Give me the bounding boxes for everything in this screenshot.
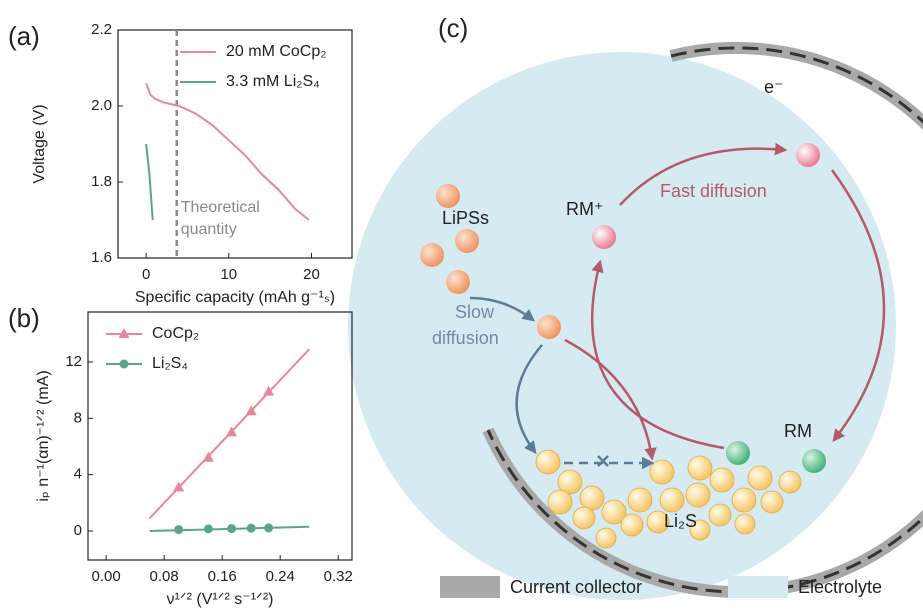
data-point — [202, 451, 214, 462]
x-tick-label: 0.24 — [266, 568, 295, 585]
y-tick-label: 1.6 — [91, 249, 112, 266]
legend-marker — [118, 328, 130, 338]
legend-label: CoCp₂ — [152, 325, 199, 342]
legend-label: 20 mM CoCp₂ — [226, 43, 326, 60]
arrows — [469, 142, 886, 470]
species — [420, 143, 826, 473]
data-point — [203, 524, 213, 534]
panel-label: (a) — [8, 21, 40, 51]
x-tick-label: 0 — [142, 266, 150, 283]
panel-label: (b) — [8, 303, 40, 333]
y-tick-label: 4 — [74, 466, 82, 483]
y-tick-label: 2.2 — [91, 21, 112, 38]
plot-frame — [87, 311, 353, 561]
y-tick-label: 12 — [65, 353, 82, 370]
lipss-label: LiPSs — [442, 208, 489, 228]
y-axis-label: Voltage (V) — [31, 104, 48, 183]
x-tick-label: 0.16 — [208, 568, 237, 585]
slow-diffusion-label: Slow — [455, 302, 495, 322]
x-tick-label: 0.08 — [150, 568, 179, 585]
x-axis-label: ν¹ᐟ² (V¹ᐟ² s⁻¹ᐟ²) — [167, 591, 274, 608]
data-point — [227, 524, 237, 534]
legend-swatch — [728, 576, 788, 598]
legend-marker — [119, 359, 129, 369]
reference-label: Theoretical — [181, 199, 260, 216]
diagram: (c) e⁻ RM⁺ Fast diffusion LiPSs Slow dif… — [348, 13, 923, 600]
electron-label: e⁻ — [764, 77, 784, 97]
series-line — [145, 82, 310, 221]
slow-diffusion-label: diffusion — [432, 328, 499, 348]
legend-label: Li₂S₄ — [152, 355, 188, 372]
x-tick-label: 20 — [303, 266, 320, 283]
electrolyte — [348, 52, 896, 600]
legend-label: Current collector — [510, 577, 642, 597]
x-axis-label: Specific capacity (mAh g⁻¹ₛ) — [135, 289, 335, 306]
series-line — [145, 143, 154, 221]
li2s-label: Li₂S — [664, 511, 697, 531]
li2s-particles — [535, 449, 802, 549]
fast-diffusion-label: Fast diffusion — [660, 181, 767, 201]
x-tick-label: 0.32 — [324, 568, 353, 585]
y-axis-label: iₚ n⁻¹(αn)⁻¹ᐟ² (mA) — [35, 370, 52, 501]
reference-label: quantity — [181, 221, 237, 238]
panel-label: (c) — [438, 13, 468, 43]
data-point — [246, 523, 256, 533]
collector-dash — [486, 46, 923, 594]
rm-plus-label: RM⁺ — [566, 199, 604, 219]
y-tick-label: 1.8 — [91, 173, 112, 190]
data-point — [263, 385, 275, 396]
data-point — [245, 405, 257, 416]
y-tick-label: 0 — [74, 522, 82, 539]
data-point — [173, 481, 185, 492]
data-point — [174, 525, 184, 535]
legend-label: Electrolyte — [798, 577, 882, 597]
data-point — [226, 426, 238, 437]
x-tick-label: 10 — [220, 266, 237, 283]
y-tick-label: 8 — [74, 409, 82, 426]
plot-frame — [117, 29, 353, 259]
legend-label: 3.3 mM Li₂S₄ — [226, 73, 320, 90]
x-tick-label: 0.00 — [92, 568, 121, 585]
legend-swatch — [440, 576, 500, 598]
data-point — [264, 523, 274, 533]
rm-label: RM — [784, 421, 812, 441]
y-tick-label: 2.0 — [91, 97, 112, 114]
